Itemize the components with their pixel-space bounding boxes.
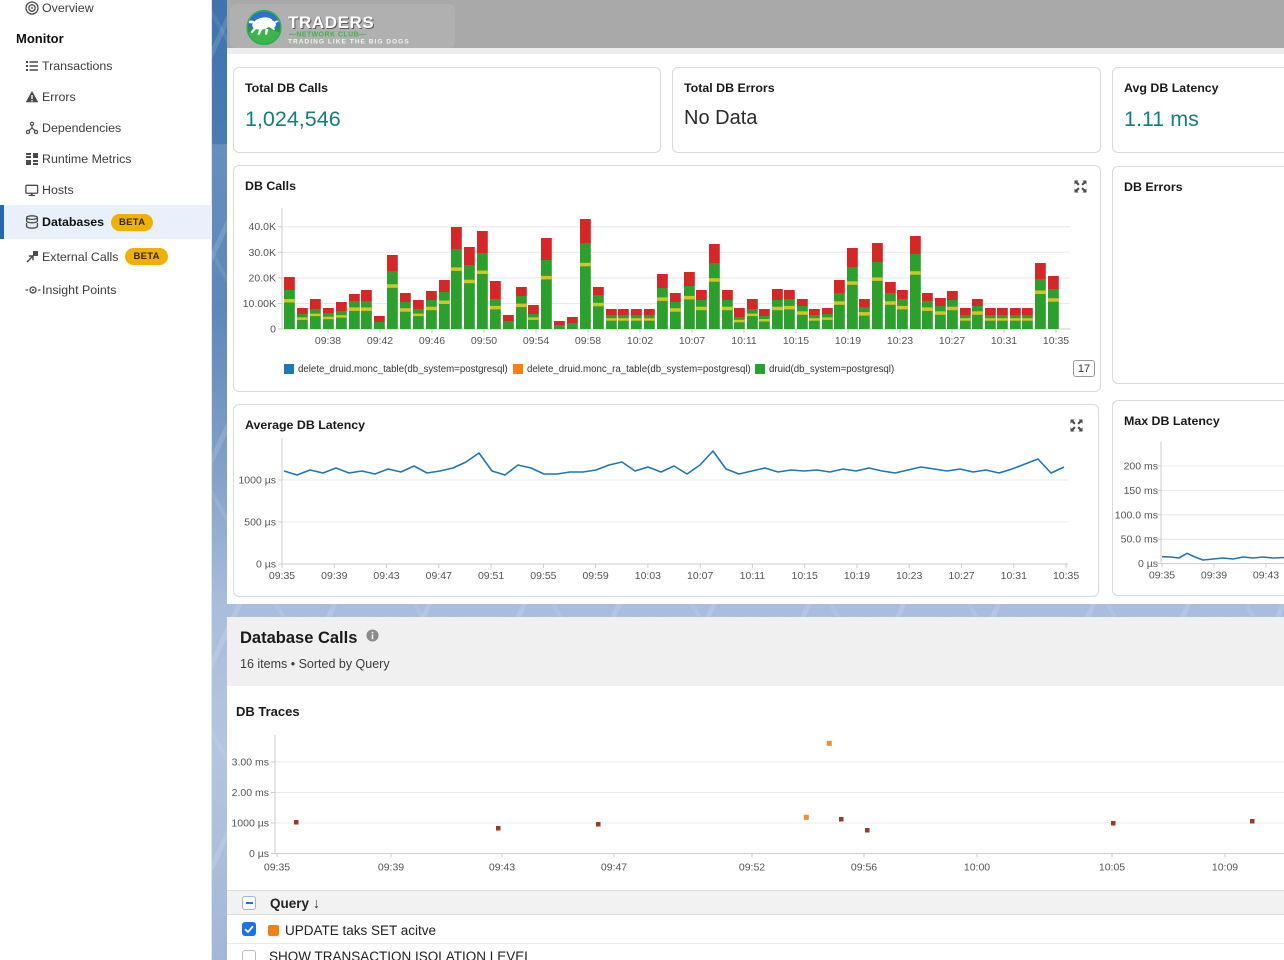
- svg-text:09:39: 09:39: [378, 862, 404, 874]
- svg-text:0 µs: 0 µs: [249, 848, 269, 860]
- svg-text:09:42: 09:42: [367, 335, 393, 347]
- svg-text:150 ms: 150 ms: [1124, 485, 1158, 497]
- svg-text:10:35: 10:35: [1053, 570, 1079, 582]
- svg-text:09:39: 09:39: [321, 570, 347, 582]
- svg-text:10.00K: 10.00K: [243, 298, 276, 310]
- svg-text:09:43: 09:43: [373, 570, 399, 582]
- svg-text:TRADERS: TRADERS: [288, 13, 374, 32]
- svg-text:09:35: 09:35: [269, 570, 295, 582]
- svg-text:09:51: 09:51: [478, 570, 504, 582]
- svg-text:09:35: 09:35: [1149, 570, 1175, 582]
- svg-text:500 µs: 500 µs: [244, 517, 276, 529]
- svg-text:40.0K: 40.0K: [249, 221, 276, 233]
- svg-text:10:07: 10:07: [687, 570, 713, 582]
- svg-text:09:47: 09:47: [601, 862, 627, 874]
- svg-text:0 µs: 0 µs: [256, 559, 276, 571]
- svg-text:TRADERS: TRADERS: [289, 14, 375, 33]
- svg-text:10:31: 10:31: [991, 335, 1017, 347]
- svg-text:10:19: 10:19: [844, 570, 870, 582]
- svg-text:09:50: 09:50: [471, 335, 497, 347]
- svg-text:09:38: 09:38: [315, 335, 341, 347]
- svg-text:1000 µs: 1000 µs: [231, 818, 269, 830]
- svg-text:2.00 ms: 2.00 ms: [232, 787, 269, 799]
- svg-text:10:11: 10:11: [731, 335, 757, 347]
- svg-text:10:03: 10:03: [635, 570, 661, 582]
- svg-text:0: 0: [270, 324, 276, 336]
- svg-text:09:47: 09:47: [426, 570, 452, 582]
- svg-text:1000 µs: 1000 µs: [238, 475, 276, 487]
- svg-text:10:11: 10:11: [740, 570, 766, 582]
- svg-text:0 µs: 0 µs: [1138, 558, 1158, 570]
- svg-text:200 ms: 200 ms: [1124, 461, 1158, 473]
- svg-text:10:05: 10:05: [1099, 862, 1125, 874]
- svg-text:09:46: 09:46: [419, 335, 445, 347]
- svg-text:10:23: 10:23: [887, 335, 913, 347]
- svg-text:09:52: 09:52: [739, 862, 765, 874]
- svg-text:10:35: 10:35: [1043, 335, 1069, 347]
- svg-text:TRADING LIKE THE BIG DOGS: TRADING LIKE THE BIG DOGS: [288, 39, 410, 46]
- svg-text:10:00: 10:00: [964, 862, 990, 874]
- svg-text:09:54: 09:54: [523, 335, 549, 347]
- svg-text:10:15: 10:15: [783, 335, 809, 347]
- svg-text:09:39: 09:39: [1201, 570, 1227, 582]
- svg-text:10:27: 10:27: [939, 335, 965, 347]
- svg-text:10:02: 10:02: [627, 335, 653, 347]
- svg-text:30.0K: 30.0K: [249, 247, 276, 259]
- svg-text:10:09: 10:09: [1212, 862, 1238, 874]
- svg-text:09:58: 09:58: [575, 335, 601, 347]
- svg-text:10:19: 10:19: [835, 335, 861, 347]
- svg-text:09:55: 09:55: [530, 570, 556, 582]
- svg-text:10:15: 10:15: [792, 570, 818, 582]
- svg-text:10:27: 10:27: [948, 570, 974, 582]
- svg-text:10:07: 10:07: [679, 335, 705, 347]
- svg-text:50.0 ms: 50.0 ms: [1121, 534, 1158, 546]
- svg-text:20.0K: 20.0K: [249, 272, 276, 284]
- svg-text:09:59: 09:59: [582, 570, 608, 582]
- svg-text:09:35: 09:35: [264, 862, 290, 874]
- svg-text:—NETWORK CLUB—: —NETWORK CLUB—: [289, 32, 366, 39]
- svg-text:100.0 ms: 100.0 ms: [1115, 509, 1158, 521]
- svg-text:3.00 ms: 3.00 ms: [232, 757, 269, 769]
- svg-text:09:43: 09:43: [489, 862, 515, 874]
- svg-text:09:56: 09:56: [851, 862, 877, 874]
- svg-text:10:23: 10:23: [896, 570, 922, 582]
- svg-text:10:31: 10:31: [1001, 570, 1027, 582]
- svg-text:09:43: 09:43: [1253, 570, 1279, 582]
